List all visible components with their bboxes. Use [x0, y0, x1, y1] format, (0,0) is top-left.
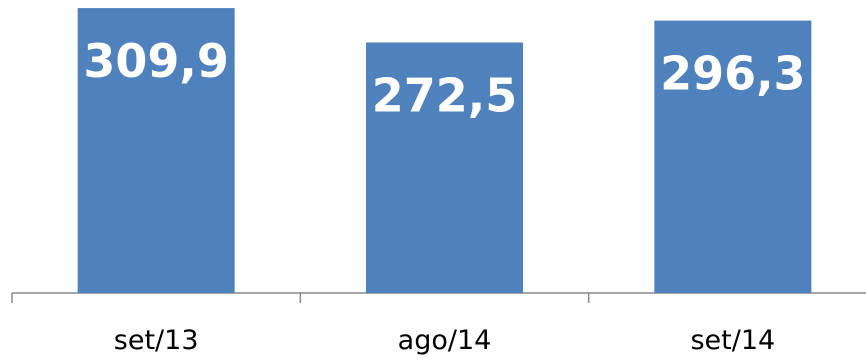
bar-value-labels: 309,9 272,5 296,3	[83, 34, 805, 122]
category-label: set/14	[690, 325, 775, 356]
bar	[654, 20, 812, 294]
category-label: set/13	[114, 325, 199, 356]
bar	[366, 42, 523, 294]
bar-value-label: 296,3	[660, 47, 806, 101]
bar-value-label: 309,9	[83, 34, 229, 88]
bar-value-label: 272,5	[372, 68, 518, 122]
x-axis-ticks	[11, 293, 590, 303]
bar	[77, 8, 235, 293]
category-labels: set/13 ago/14 set/14	[114, 325, 775, 356]
category-label: ago/14	[398, 325, 492, 356]
bars	[77, 8, 812, 294]
